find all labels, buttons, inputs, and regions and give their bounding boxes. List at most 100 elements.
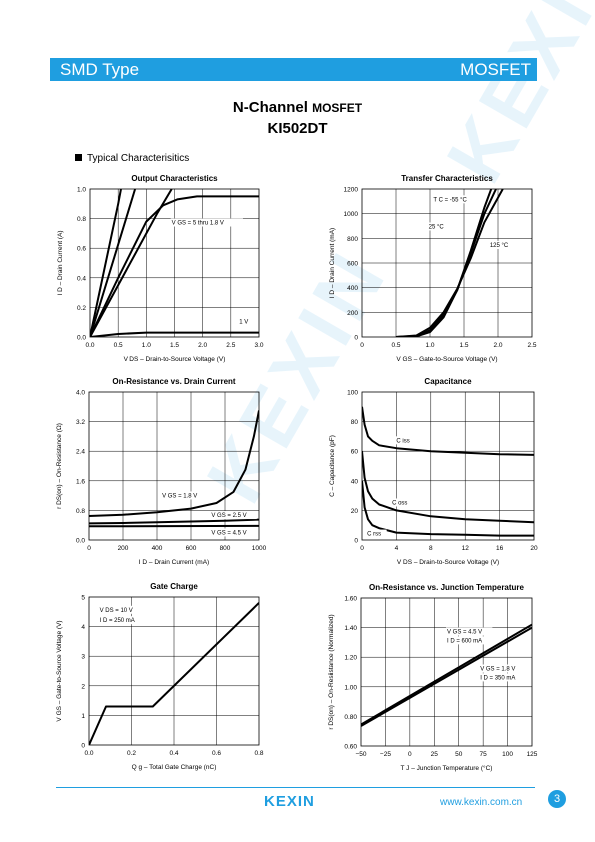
y-tick-label: 200 [347, 310, 358, 317]
page-number-badge: 3 [548, 790, 566, 808]
annotation-bg [445, 636, 493, 645]
annotation-label: C iss [396, 438, 409, 444]
series-line [361, 626, 532, 727]
y-axis-label: r DS(on) – On-Resistance (Ω) [56, 423, 63, 509]
annotation-label: I D = 350 mA [480, 675, 515, 681]
series-line [395, 189, 504, 337]
x-tick-label: 75 [480, 751, 488, 758]
annotation-label: I D = 250 mA [100, 618, 135, 624]
y-tick-label: 0.60 [344, 744, 357, 751]
x-tick-label: 1.0 [425, 342, 434, 349]
chart-title: Gate Charge [150, 582, 198, 591]
annotation-bg [445, 627, 493, 636]
product-type: N-Channel MOSFET [0, 99, 595, 116]
y-tick-label: 1200 [344, 187, 359, 194]
y-tick-label: 4 [81, 624, 85, 631]
chart-title: On-Resistance vs. Drain Current [112, 377, 235, 386]
y-tick-label: 0.0 [77, 335, 86, 342]
annotation-label: I D = 600 mA [447, 638, 482, 644]
x-tick-label: −50 [355, 751, 366, 758]
y-tick-label: 5 [81, 595, 85, 602]
x-tick-label: 4 [395, 545, 399, 552]
x-tick-label: 0.6 [212, 750, 221, 757]
annotation-label: V GS = 4.5 V [211, 530, 246, 536]
chart-title: Transfer Characteristics [401, 174, 493, 183]
annotation-label: V GS = 4.5 V [447, 630, 482, 636]
y-tick-label: 0 [81, 743, 85, 750]
x-tick-label: 0.5 [114, 342, 123, 349]
x-axis-label: T J – Junction Temperature (°C) [401, 764, 493, 772]
series-line [89, 410, 259, 517]
y-tick-label: 400 [347, 285, 358, 292]
x-tick-label: 25 [431, 751, 439, 758]
x-tick-label: 0.2 [127, 750, 136, 757]
chart-title: Capacitance [424, 377, 472, 386]
y-tick-label: 1.20 [344, 655, 357, 662]
series-line [362, 406, 534, 456]
y-tick-label: 0.2 [77, 305, 86, 312]
chart-transfer: Transfer Characteristics 0 0.5 1.0 1.5 2.0 2.5… [329, 174, 537, 363]
x-tick-label: 3.0 [254, 342, 263, 349]
footer-logo: KEXIN [264, 793, 315, 810]
x-tick-label: 0.0 [84, 750, 93, 757]
y-tick-label: 60 [351, 449, 359, 456]
y-tick-label: 0.8 [76, 508, 85, 515]
x-axis-label: V GS – Gate-to-Source Voltage (V) [396, 356, 497, 363]
annotation-bg [238, 317, 252, 326]
annotation-bg [161, 491, 208, 500]
x-tick-label: 125 [527, 751, 538, 758]
y-tick-label: 1.6 [76, 478, 85, 485]
header-right-label: MOSFET [460, 60, 531, 79]
series-line [89, 602, 259, 745]
series-line [362, 480, 534, 537]
x-tick-label: 12 [462, 545, 470, 552]
x-tick-label: 1.5 [170, 342, 179, 349]
y-tick-label: 0.6 [77, 246, 86, 253]
series-line [90, 189, 173, 337]
y-tick-label: 1.40 [344, 625, 357, 632]
annotation-bg [210, 528, 257, 537]
x-tick-label: 0 [87, 545, 91, 552]
y-axis-label: I D – Drain Current (mA) [329, 228, 336, 298]
footer-url[interactable]: www.kexin.com.cn [440, 797, 523, 808]
y-tick-label: 1 [81, 713, 85, 720]
y-tick-label: 800 [347, 236, 358, 243]
x-tick-label: 400 [152, 545, 163, 552]
header-banner: SMD Type MOSFET [50, 58, 537, 81]
y-tick-label: 1.0 [77, 187, 86, 194]
annotation-bg [479, 673, 526, 682]
x-tick-label: 0 [360, 342, 364, 349]
annotation-bg [366, 529, 387, 538]
y-tick-label: 100 [347, 390, 358, 397]
y-tick-label: 80 [351, 419, 359, 426]
y-tick-label: 3.2 [76, 419, 85, 426]
series-line [362, 451, 534, 524]
chart-gatecharge: Gate Charge 0.0 0.2 0.4 0.6 0.8 0 1 2 3 4 5 Q g – To… [56, 582, 264, 771]
x-tick-label: 600 [186, 545, 197, 552]
x-tick-label: 0 [360, 545, 364, 552]
y-axis-label: r DS(on) – On-Resiistance (Normalized) [328, 614, 335, 729]
x-tick-label: 0.0 [85, 342, 94, 349]
x-axis-label: V DS – Drain-to-Source Voltage (V) [124, 356, 226, 363]
series-line [361, 623, 532, 726]
x-tick-label: 20 [530, 545, 538, 552]
annotation-label: 1 V [239, 320, 248, 326]
x-axis-label: V DS – Drain-to-Source Voltage (V) [397, 559, 499, 566]
plot-frame [88, 596, 260, 746]
annotation-label: 25 °C [429, 224, 445, 230]
x-tick-label: 0 [408, 751, 412, 758]
x-tick-label: 1.5 [459, 342, 468, 349]
series-line [90, 189, 137, 337]
y-tick-label: 1000 [344, 211, 359, 218]
chart-output: Output Characteristics 0.0 0.5 1.0 1.5 2.0 2.5… [57, 174, 264, 363]
y-tick-label: 600 [347, 261, 358, 268]
x-axis-label: I D – Drain Current (mA) [139, 559, 209, 566]
x-tick-label: 2.5 [527, 342, 536, 349]
chart-onres_temp: On-Resistance vs. Junction Temperature −5… [328, 583, 538, 772]
y-tick-label: 20 [351, 508, 359, 515]
annotation-bg [210, 511, 257, 520]
y-tick-label: 0.8 [77, 216, 86, 223]
annotation-bg [432, 195, 479, 204]
y-tick-label: 2 [81, 683, 85, 690]
